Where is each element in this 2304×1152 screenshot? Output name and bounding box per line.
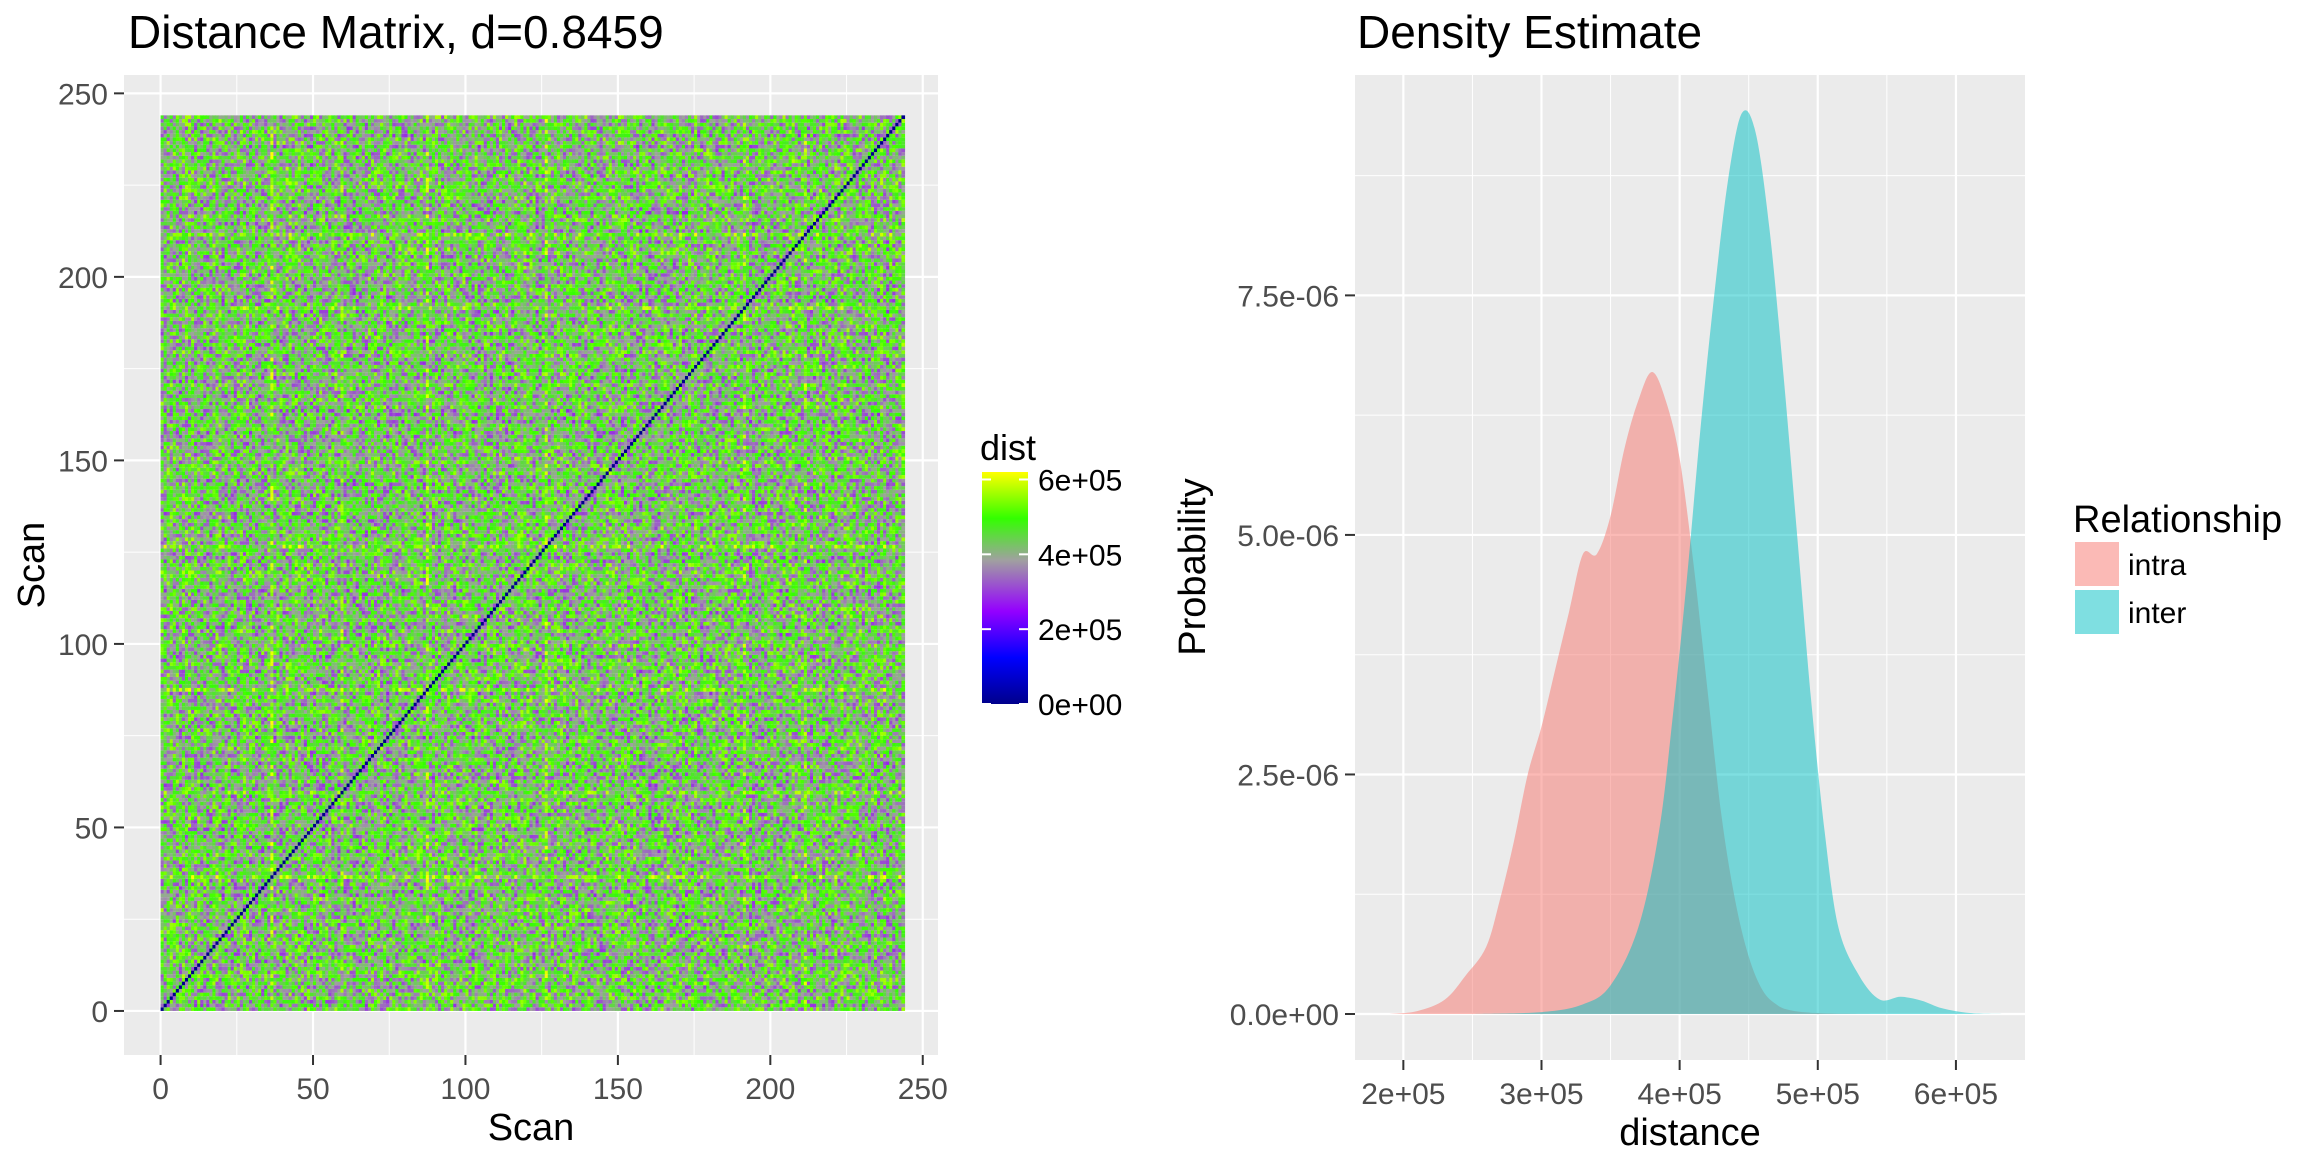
heatmap-cell	[901, 1007, 905, 1011]
heatmap-cell	[901, 1004, 905, 1008]
heatmap-title: Distance Matrix, d=0.8459	[128, 6, 664, 58]
heatmap-cell	[901, 1000, 905, 1004]
heatmap-cell	[901, 978, 905, 982]
heatmap-cell	[901, 982, 905, 986]
heatmap-cell	[901, 993, 905, 997]
heatmap-cell	[901, 974, 905, 978]
heatmap-panel: Distance Matrix, d=0.8459 0 50 100 150 200 25…	[11, 6, 948, 1149]
heatmap-cell	[901, 989, 905, 993]
heatmap-cell	[901, 996, 905, 1000]
heatmap-cell	[901, 985, 905, 989]
